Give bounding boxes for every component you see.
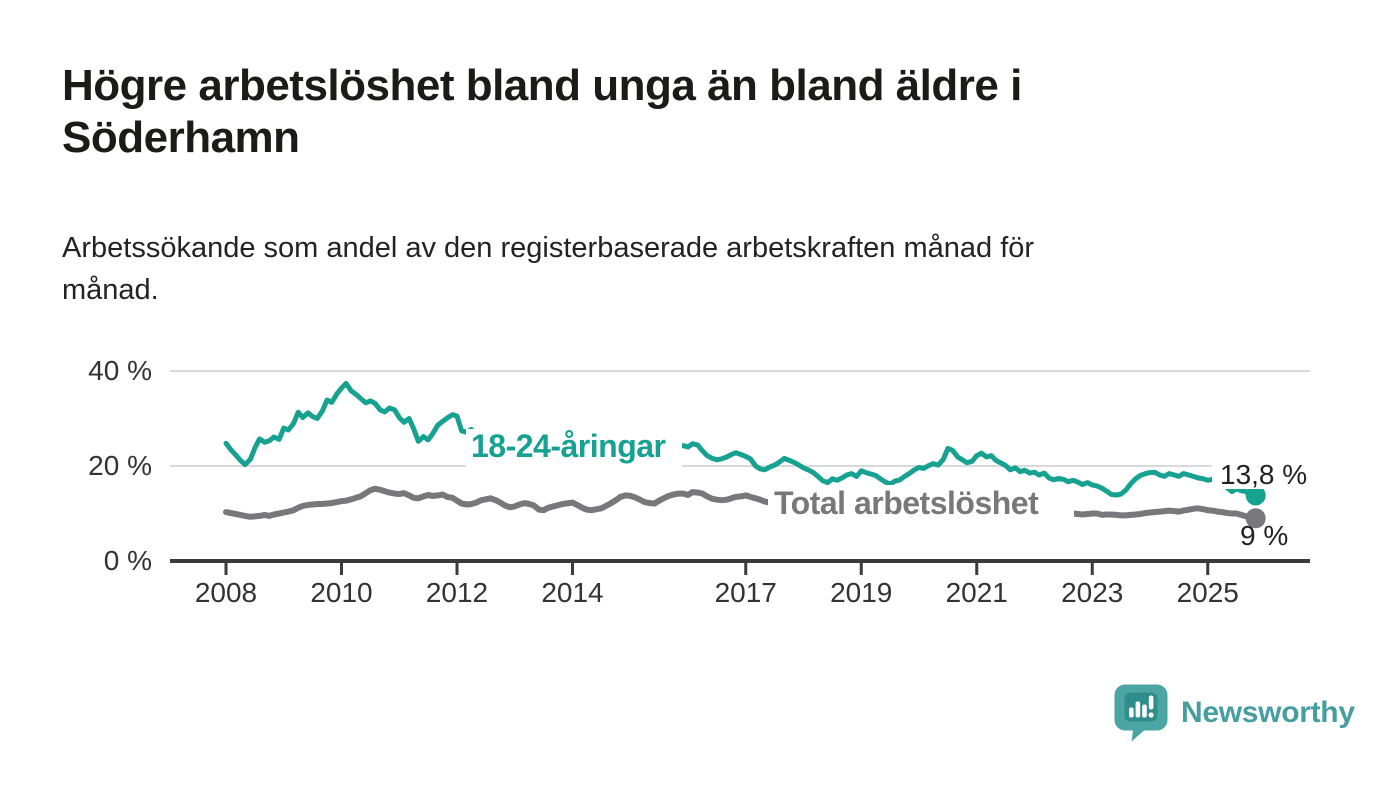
y-axis-tick-label: 0 % [104,545,152,576]
series-layer [223,380,1266,529]
page-subtitle: Arbetssökande som andel av den registerb… [62,232,1035,307]
series-line-young [670,441,1259,500]
gridlines-layer: 0 % 20 % 40 % [88,355,1310,576]
x-axis-tick-label: 2014 [541,577,603,608]
series-end-dot-total [1245,508,1266,529]
line-label-backing [466,429,682,471]
y-axis-tick-label: 40 % [88,355,152,386]
x-axis-tick-label: 2023 [1061,577,1123,608]
series-line-total [1053,505,1259,522]
x-axis-tick-label: 2010 [310,577,372,608]
x-axis-tick-label: 2025 [1177,577,1239,608]
newsworthy-brand-text: Newsworthy [1181,696,1355,729]
end-value-label-total: 9 % [1240,520,1288,551]
line-label-total: Total arbetslöshet [774,485,1039,521]
series-line-young [223,380,487,468]
x-axis-tick-label: 2008 [195,577,257,608]
page-title: Högre arbetslöshet bland unga än bland ä… [62,61,1022,162]
x-axis-tick-label: 2017 [715,577,777,608]
line-label-young: 18-24-åringar [471,428,666,464]
axis-layer: 2008 2010 2012 2014 2017 2019 2021 2023 2025 [170,559,1310,608]
x-axis-tick-label: 2021 [946,577,1008,608]
x-axis-tick-label: 2012 [426,577,488,608]
labels-layer: 18-24-åringar Total arbetslöshet 13,8 % 9 % [466,428,1324,551]
newsworthy-logo: Newsworthy [1114,684,1355,742]
newsworthy-bubble-chart-icon [1114,684,1168,742]
y-axis-tick-label: 20 % [88,450,152,481]
line-label-backing [768,485,1074,521]
end-label-backing [1212,459,1324,489]
x-axis-tick-label: 2019 [830,577,892,608]
series-line-total [223,485,775,520]
end-value-label-young: 13,8 % [1220,459,1307,490]
series-end-dot-young [1245,485,1266,506]
